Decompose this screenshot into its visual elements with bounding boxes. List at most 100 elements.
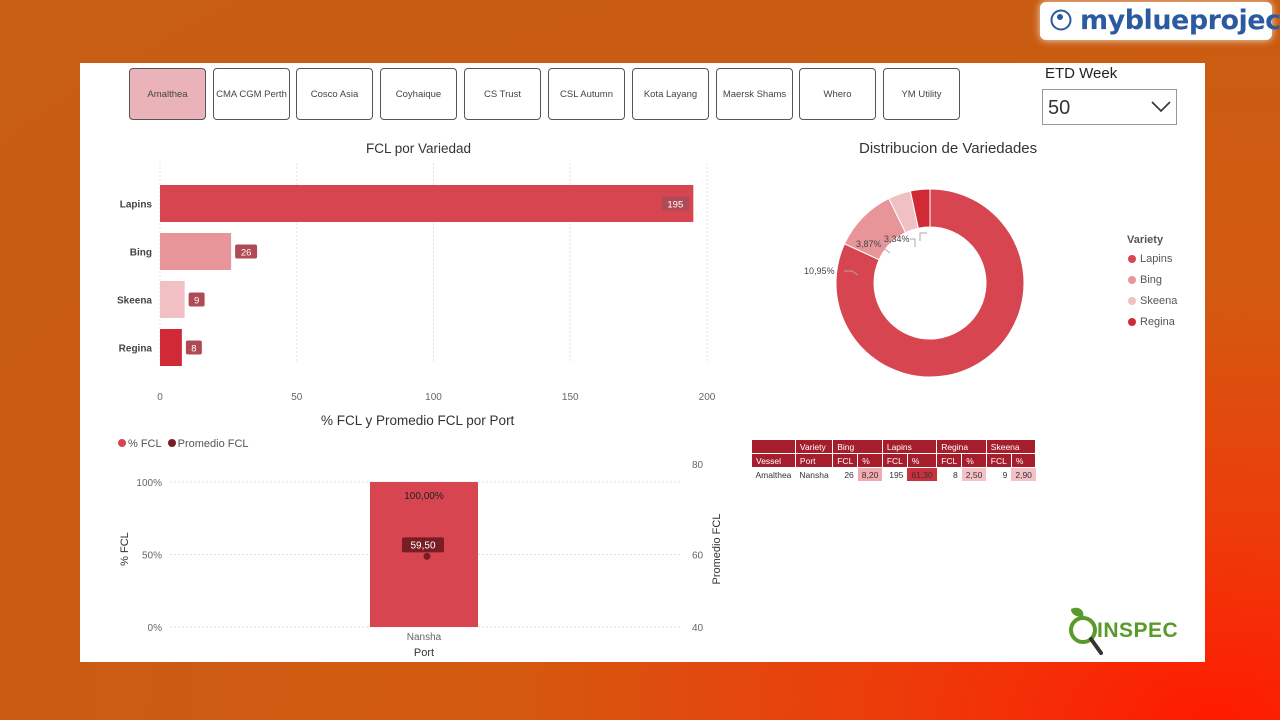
table-cell: Lapins bbox=[881, 439, 938, 454]
combo-chart: 100% 50% 0% 80 60 40 % FCL Promedio FCL 100,00% 5… bbox=[119, 460, 723, 659]
slice-label: 3,34% bbox=[884, 234, 910, 244]
table-cell: Bing bbox=[832, 439, 883, 454]
etd-week-dropdown[interactable]: 50 bbox=[1042, 89, 1177, 125]
category-label: Skeena bbox=[117, 296, 152, 307]
table-cell: Port bbox=[794, 453, 834, 468]
leader-line bbox=[879, 242, 891, 254]
point-label-bg bbox=[402, 537, 444, 553]
table-cell: FCL bbox=[985, 453, 1012, 468]
point-data-label: 59,50 bbox=[410, 540, 435, 551]
bar-lapins[interactable] bbox=[160, 185, 694, 222]
y-axis-title: % FCL bbox=[119, 532, 131, 566]
table-cell: Vessel bbox=[751, 453, 796, 468]
table-cell: % bbox=[906, 453, 938, 468]
data-label: 26 bbox=[241, 248, 252, 259]
leader-line bbox=[910, 238, 916, 247]
slice-label: 10,95% bbox=[804, 266, 835, 276]
x-tick-label: 0 bbox=[157, 392, 163, 403]
bar-nansha[interactable] bbox=[370, 482, 478, 627]
x-tick-label: 200 bbox=[699, 392, 716, 403]
table-cell: 9 bbox=[1002, 469, 1008, 480]
report-canvas: Amalthea CMA CGM Perth Cosco Asia Coyhaique… bbox=[80, 63, 1205, 664]
table-cell: 26 bbox=[844, 469, 854, 480]
table-row: Amalthea Nansha 26 8,20 195 61,30 8 2,50… bbox=[752, 467, 1036, 481]
bar-bing[interactable] bbox=[160, 233, 232, 270]
bar-skeena[interactable] bbox=[160, 281, 185, 318]
brand-icon bbox=[1050, 9, 1072, 31]
data-label-bg bbox=[661, 196, 690, 211]
promedio-point[interactable] bbox=[423, 552, 431, 560]
donut-legend-title: Variety bbox=[1127, 234, 1164, 246]
variety-table: Variety Bing Lapins Regina Skeena Vessel… bbox=[751, 439, 1037, 481]
brand-name: myblueproject bbox=[1080, 5, 1280, 36]
legend-promedio: Promedio FCL bbox=[167, 438, 249, 450]
table-cell: 61,30 bbox=[907, 467, 937, 481]
category-label: Regina bbox=[119, 344, 153, 355]
donut-chart: 81,84%10,95%3,87%3,34% bbox=[804, 188, 1025, 378]
data-label: 8 bbox=[191, 344, 196, 355]
x-tick-label: 50 bbox=[291, 392, 303, 403]
x-tick-label: 150 bbox=[562, 392, 579, 403]
legend-fcl-pct: % FCL bbox=[118, 438, 162, 450]
leader-line bbox=[919, 232, 927, 241]
table-cell: Amalthea bbox=[755, 469, 792, 480]
y-tick-label: 50% bbox=[142, 551, 162, 562]
table-cell: % bbox=[857, 453, 883, 468]
table-cell: Variety bbox=[794, 439, 834, 454]
slice-label: 3,87% bbox=[856, 239, 882, 249]
table-cell bbox=[751, 439, 796, 454]
legend-item-bing[interactable]: Bing bbox=[1128, 274, 1162, 286]
y2-tick-label: 80 bbox=[692, 460, 704, 471]
vessel-button-whero[interactable]: Whero bbox=[799, 68, 876, 120]
leader-line bbox=[844, 270, 859, 276]
table-cell: 8,20 bbox=[857, 467, 883, 481]
table-cell: FCL bbox=[881, 453, 908, 468]
table-cell: % bbox=[1010, 453, 1037, 468]
vessel-button-cosco-asia[interactable]: Cosco Asia bbox=[296, 68, 373, 120]
data-label: 9 bbox=[194, 296, 199, 307]
x-tick-label: 100 bbox=[425, 392, 442, 403]
vessel-button-coyhaique[interactable]: Coyhaique bbox=[380, 68, 457, 120]
vessel-button-ym-utility[interactable]: YM Utility bbox=[883, 68, 960, 120]
chevron-down-icon bbox=[1151, 101, 1171, 113]
slice-lapins[interactable] bbox=[835, 188, 1025, 378]
vessel-button-kota-layang[interactable]: Kota Layang bbox=[632, 68, 709, 120]
legend-item-skeena[interactable]: Skeena bbox=[1128, 295, 1177, 307]
data-label-bg bbox=[235, 244, 258, 259]
table-cell: 195 bbox=[889, 469, 904, 480]
table-cell: FCL bbox=[832, 453, 859, 468]
vessel-button-amalthea[interactable]: Amalthea bbox=[129, 68, 206, 120]
data-label: 195 bbox=[667, 200, 683, 211]
y2-axis-title: Promedio FCL bbox=[711, 514, 723, 585]
fcl-bar-title: FCL por Variedad bbox=[366, 141, 472, 156]
table-cell: FCL bbox=[936, 453, 963, 468]
table-cell: 8 bbox=[953, 469, 958, 480]
legend-item-regina[interactable]: Regina bbox=[1128, 316, 1175, 328]
donut-title: Distribucion de Variedades bbox=[859, 140, 1038, 157]
slice-regina[interactable] bbox=[909, 188, 931, 229]
vessel-button-csl-autumn[interactable]: CSL Autumn bbox=[548, 68, 625, 120]
vessel-button-cs-trust[interactable]: CS Trust bbox=[464, 68, 541, 120]
x-tick-label: Nansha bbox=[407, 632, 442, 643]
table-cell: % bbox=[961, 453, 987, 468]
table-cell: Regina bbox=[936, 439, 987, 454]
category-label: Lapins bbox=[120, 200, 153, 211]
vessel-button-maersk-shams[interactable]: Maersk Shams bbox=[716, 68, 793, 120]
y-tick-label: 0% bbox=[148, 623, 163, 634]
bar-data-label: 100,00% bbox=[404, 491, 444, 502]
data-label-bg bbox=[185, 340, 202, 355]
y-tick-label: 100% bbox=[136, 478, 162, 489]
data-label-bg bbox=[188, 292, 205, 307]
qinspec-logo: Gerencia en Calidad INSPEC bbox=[1065, 605, 1180, 664]
table-header-row: Vessel Port FCL % FCL % FCL % FCL % bbox=[751, 453, 1037, 468]
bar-regina[interactable] bbox=[160, 329, 182, 366]
table-cell: 2,50 bbox=[961, 467, 987, 481]
x-axis-title: Port bbox=[414, 647, 434, 659]
vessel-button-cma-cgm-perth[interactable]: CMA CGM Perth bbox=[213, 68, 290, 120]
y2-tick-label: 40 bbox=[692, 623, 704, 634]
table-header-row: Variety Bing Lapins Regina Skeena bbox=[751, 439, 1037, 454]
legend-item-lapins[interactable]: Lapins bbox=[1128, 253, 1172, 265]
brand-logo: myblueproject bbox=[1040, 2, 1280, 40]
table-cell: Skeena bbox=[985, 439, 1037, 454]
table-cell: 2,90 bbox=[1011, 467, 1036, 481]
